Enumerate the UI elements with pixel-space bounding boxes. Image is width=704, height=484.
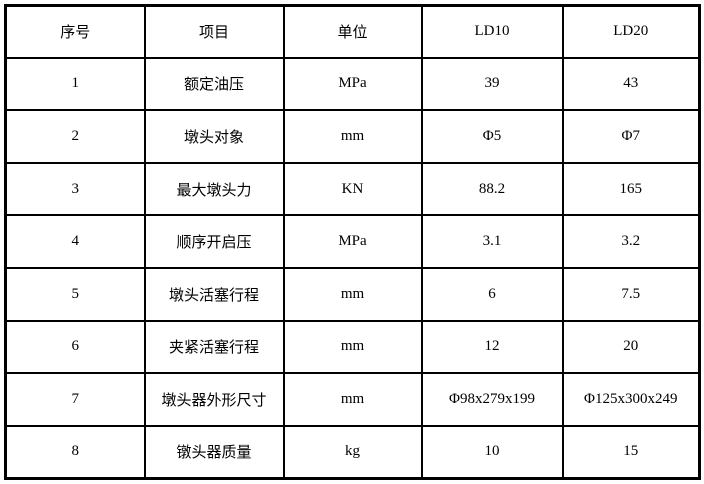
cell-item: 夹紧活塞行程 xyxy=(143,319,285,375)
cell-unit: kg xyxy=(282,424,423,480)
cell-item: 墩头器外形尺寸 xyxy=(143,372,285,427)
header-col-ld20: LD20 xyxy=(561,4,701,59)
cell-ld20: 7.5 xyxy=(561,267,701,322)
cell-index: 1 xyxy=(4,56,146,112)
cell-ld10: 6 xyxy=(420,267,564,322)
cell-item: 镦头器质量 xyxy=(143,424,285,480)
cell-ld10: 12 xyxy=(420,319,564,375)
cell-unit: mm xyxy=(282,372,423,427)
header-col-ld10: LD10 xyxy=(420,4,564,59)
cell-ld20: Φ7 xyxy=(561,109,701,164)
cell-index: 5 xyxy=(4,267,146,322)
cell-unit: KN xyxy=(282,161,423,217)
table-row: 3 最大墩头力 KN 88.2 165 xyxy=(4,161,701,217)
cell-unit: MPa xyxy=(282,56,423,112)
cell-ld10: Φ5 xyxy=(420,109,564,164)
cell-item: 墩头对象 xyxy=(143,109,285,164)
cell-unit: MPa xyxy=(282,214,423,269)
spec-table: 序号 项目 单位 LD10 LD20 1 额定油压 MPa 39 43 2 墩头对象 mm Φ5 Φ7 3 最… xyxy=(4,4,701,480)
cell-item: 额定油压 xyxy=(143,56,285,112)
cell-ld20: 3.2 xyxy=(561,214,701,269)
header-col-item: 项目 xyxy=(143,4,285,59)
cell-unit: mm xyxy=(282,109,423,164)
table-row: 7 墩头器外形尺寸 mm Φ98x279x199 Φ125x300x249 xyxy=(4,372,701,427)
table-row: 5 墩头活塞行程 mm 6 7.5 xyxy=(4,267,701,322)
cell-item: 最大墩头力 xyxy=(143,161,285,217)
header-row: 序号 项目 单位 LD10 LD20 xyxy=(4,4,701,59)
cell-ld20: 165 xyxy=(561,161,701,217)
cell-ld10: Φ98x279x199 xyxy=(420,372,564,427)
cell-ld20: 20 xyxy=(561,319,701,375)
table-row: 6 夹紧活塞行程 mm 12 20 xyxy=(4,319,701,375)
cell-index: 4 xyxy=(4,214,146,269)
cell-ld10: 39 xyxy=(420,56,564,112)
cell-ld20: Φ125x300x249 xyxy=(561,372,701,427)
cell-index: 7 xyxy=(4,372,146,427)
table-row: 2 墩头对象 mm Φ5 Φ7 xyxy=(4,109,701,164)
cell-ld10: 10 xyxy=(420,424,564,480)
cell-index: 2 xyxy=(4,109,146,164)
cell-item: 顺序开启压 xyxy=(143,214,285,269)
header-col-unit: 单位 xyxy=(282,4,423,59)
cell-index: 3 xyxy=(4,161,146,217)
table-row: 4 顺序开启压 MPa 3.1 3.2 xyxy=(4,214,701,269)
cell-index: 6 xyxy=(4,319,146,375)
cell-index: 8 xyxy=(4,424,146,480)
cell-ld10: 88.2 xyxy=(420,161,564,217)
table-row: 1 额定油压 MPa 39 43 xyxy=(4,56,701,112)
table-row: 8 镦头器质量 kg 10 15 xyxy=(4,424,701,480)
cell-ld20: 43 xyxy=(561,56,701,112)
cell-unit: mm xyxy=(282,319,423,375)
cell-unit: mm xyxy=(282,267,423,322)
cell-item: 墩头活塞行程 xyxy=(143,267,285,322)
cell-ld20: 15 xyxy=(561,424,701,480)
header-col-index: 序号 xyxy=(4,4,146,59)
cell-ld10: 3.1 xyxy=(420,214,564,269)
